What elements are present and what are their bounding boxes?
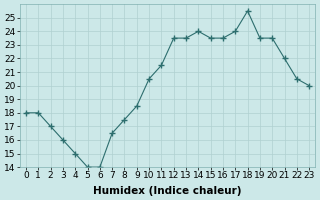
X-axis label: Humidex (Indice chaleur): Humidex (Indice chaleur) (93, 186, 242, 196)
